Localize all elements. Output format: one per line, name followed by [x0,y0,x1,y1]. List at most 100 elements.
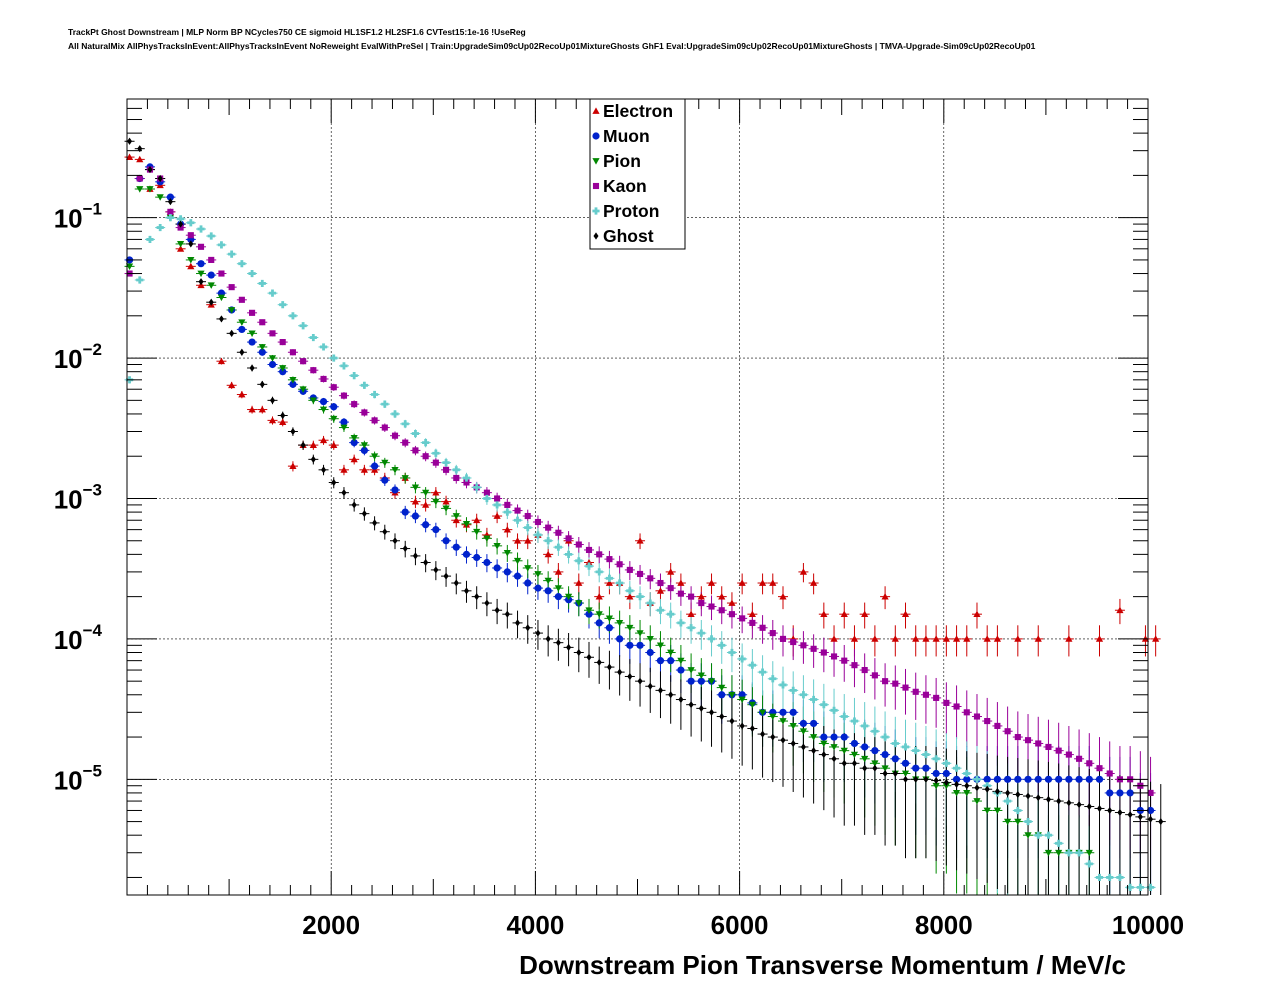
kaon-point [810,645,817,652]
ghost-point [821,750,827,759]
muon-point [503,568,511,576]
ghost-point [1025,792,1031,800]
proton-point [238,260,246,268]
ghost-point [841,759,847,767]
proton-point [1055,839,1063,847]
pion-point [585,607,593,614]
electron-point [748,610,756,618]
kaon-point [514,507,521,514]
electron-point [330,441,338,448]
pion-point [636,630,644,637]
electron-point [932,635,940,642]
pion-point [758,709,767,716]
y-tick-label: 10−1 [54,200,102,234]
pion-point [973,798,981,805]
muon-point [166,193,174,201]
electron-point [360,466,368,473]
ghost-point [1076,801,1082,809]
kaon-point [249,309,256,316]
electron-point [1014,635,1022,642]
proton-point [319,343,328,351]
ghost-point [760,730,766,738]
ghost-point [851,759,857,767]
proton-point [156,223,164,232]
pion-point [483,535,491,542]
proton-point [452,466,460,474]
ghost-point [933,776,939,785]
proton-point [340,362,348,370]
pion-point [544,577,552,585]
electron-point [963,635,971,642]
muon-point [1024,775,1032,783]
legend-marker-pion [592,158,600,165]
chart-title-line-2: All NaturalMix AllPhysTracksInEvent:AllP… [68,41,1036,51]
proton-point [524,524,532,532]
ghost-point [494,606,500,614]
proton-point [1034,831,1042,839]
proton-point [177,215,185,223]
muon-point [513,572,522,580]
pion-point [1085,849,1093,857]
pion-point [789,723,797,730]
pion-point [952,790,961,797]
ghost-point [637,677,643,685]
y-tick-exponent: −1 [83,200,102,219]
pion-point [146,186,154,193]
proton-point [810,695,818,704]
ghost-point [504,610,510,618]
pion-point [963,790,971,797]
electron-point [993,635,1002,642]
pion-point [238,319,246,326]
pion-point [667,649,675,657]
ghost-point [269,396,276,404]
ghost-point [484,599,490,607]
electron-point [1116,606,1124,614]
pion-point [656,642,665,649]
proton-point [575,557,583,565]
proton-point [748,661,756,669]
muon-point [1065,775,1073,783]
muon-point [370,462,379,470]
pion-point [228,307,236,314]
proton-point [534,531,542,539]
pion-point [616,620,624,627]
electron-point [1065,635,1073,642]
ghost-point [1086,802,1092,811]
ghost-point [902,775,909,783]
ghost-point [913,775,919,783]
muon-point [391,486,399,494]
pion-point [728,691,736,699]
proton-point [381,400,389,408]
kaon-point [361,409,368,416]
proton-point [912,747,920,755]
muon-point [258,348,266,356]
muon-point [738,691,746,699]
pion-point [473,528,481,536]
muon-point [932,769,940,778]
proton-point [932,755,940,763]
kaon-point [187,232,194,239]
ghost-point [739,722,745,730]
proton-point [973,775,981,783]
legend-label-muon: Muon [603,126,650,146]
pion-point [554,585,562,592]
kaon-point [279,339,286,346]
proton-point [626,587,634,595]
electron-point [840,610,848,618]
ghost-point [566,643,572,651]
muon-point [1044,775,1053,783]
pion-point [432,498,440,506]
electron-point [187,262,195,270]
kaon-point [677,590,684,597]
electron-point [677,579,685,586]
ghost-point [474,593,480,601]
kaon-point [197,243,205,250]
proton-point [1075,849,1083,857]
ghost-point [617,668,623,676]
kaon-point [494,495,501,502]
kaon-point [545,524,552,531]
muon-point [779,708,787,716]
kaon-point [402,439,409,446]
proton-point [646,599,654,607]
kaon-point [616,561,623,568]
